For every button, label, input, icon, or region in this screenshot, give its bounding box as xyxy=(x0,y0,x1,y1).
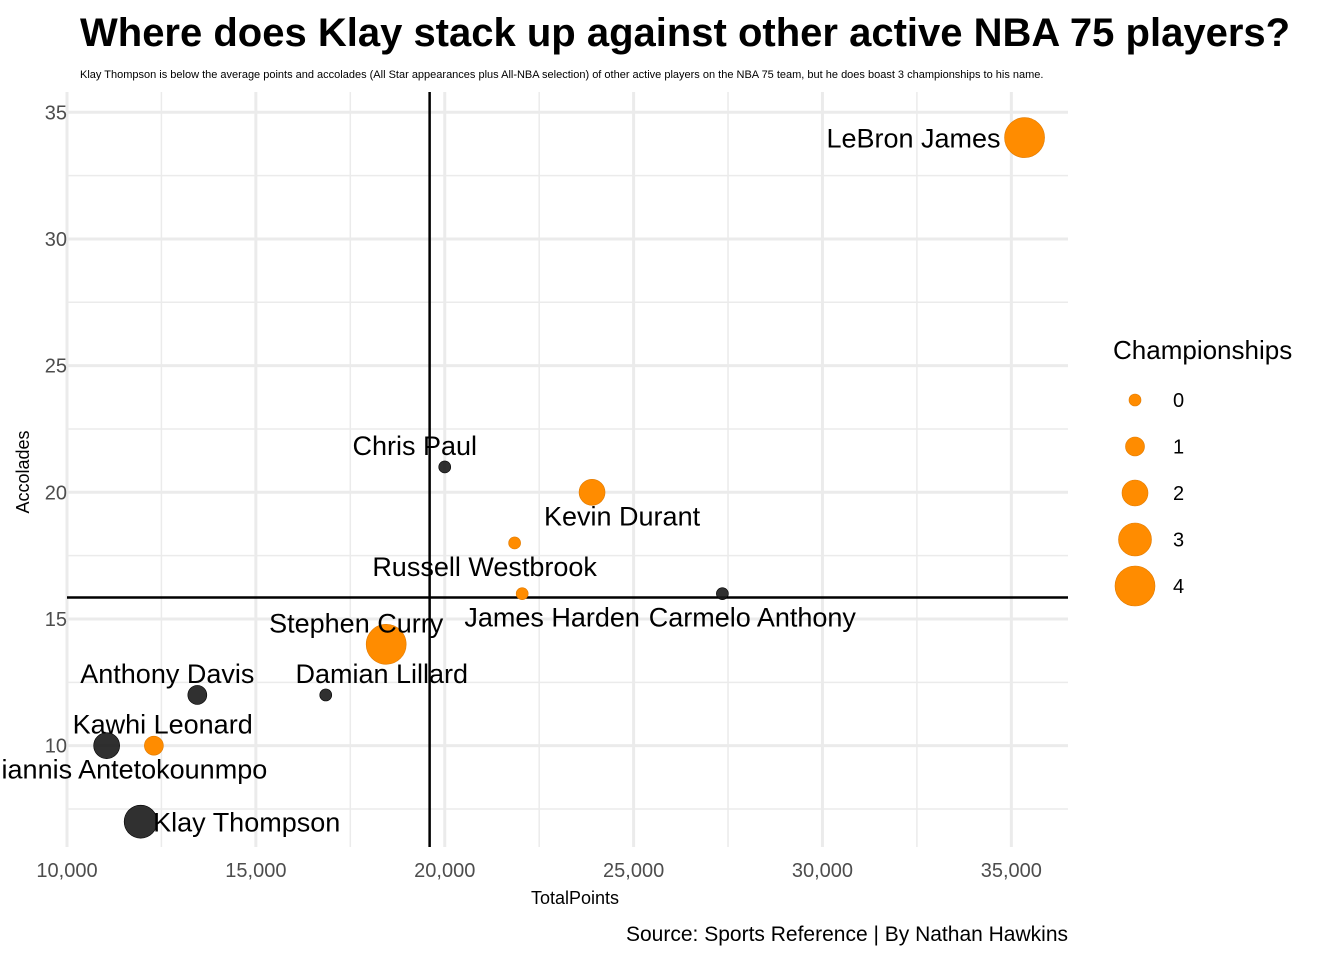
point-label: Kevin Durant xyxy=(544,501,701,531)
point-label: Russell Westbrook xyxy=(372,552,597,582)
x-axis-title: TotalPoints xyxy=(531,888,619,908)
point-label: Kawhi Leonard xyxy=(73,710,253,740)
data-point xyxy=(144,735,164,756)
legend-key xyxy=(1114,565,1156,607)
point-label: Anthony Davis xyxy=(80,659,254,689)
x-tick-label: 10,000 xyxy=(36,860,97,882)
x-tick-label: 30,000 xyxy=(792,860,853,882)
y-tick-label: 15 xyxy=(45,609,67,631)
x-tick-label: 15,000 xyxy=(225,860,286,882)
data-point xyxy=(319,688,333,702)
legend-title: Championships xyxy=(1113,335,1292,365)
data-point xyxy=(515,587,529,600)
data-point xyxy=(1004,117,1045,158)
data-point xyxy=(123,804,158,839)
data-point xyxy=(508,536,521,550)
y-axis-title: Accolades xyxy=(13,430,33,513)
x-tick-label: 25,000 xyxy=(603,860,664,882)
data-point xyxy=(578,479,606,506)
legend-label: 2 xyxy=(1173,483,1184,505)
y-tick-label: 35 xyxy=(45,102,67,124)
point-label: James Harden xyxy=(464,603,640,633)
y-tick-label: 20 xyxy=(45,482,67,504)
y-axis-ticks: 10 15 20 25 30 35 xyxy=(45,102,67,757)
chart-title: Where does Klay stack up against other a… xyxy=(80,11,1290,55)
chart-subtitle: Klay Thompson is below the average point… xyxy=(80,69,1043,81)
point-labels: LeBron James Chris Paul Kevin Durant Russel… xyxy=(0,124,1001,838)
y-tick-label: 25 xyxy=(45,356,67,378)
point-label: Chris Paul xyxy=(352,431,477,461)
data-points xyxy=(93,117,1045,839)
data-point xyxy=(438,460,452,474)
legend-key xyxy=(1128,393,1142,407)
point-label: Damian Lillard xyxy=(295,659,468,689)
legend-label: 0 xyxy=(1173,390,1184,412)
legend-label: 3 xyxy=(1173,530,1184,552)
data-point xyxy=(716,587,729,600)
legend-key xyxy=(1121,479,1149,507)
point-label: Stephen Curry xyxy=(269,608,444,638)
x-tick-label: 20,000 xyxy=(414,860,475,882)
chart-caption: Source: Sports Reference | By Nathan Haw… xyxy=(626,923,1068,946)
y-tick-label: 10 xyxy=(45,736,67,758)
legend: Championships 0 1 2 3 4 xyxy=(1113,335,1292,607)
x-axis-ticks: 10,000 15,000 20,000 25,000 30,000 35,000 xyxy=(36,860,1042,882)
point-label: Carmelo Anthony xyxy=(649,603,857,633)
legend-label: 1 xyxy=(1173,437,1184,459)
y-tick-label: 30 xyxy=(45,229,67,251)
data-point xyxy=(365,624,407,665)
point-label: Giannis Antetokounmpo xyxy=(0,755,267,785)
point-label: Klay Thompson xyxy=(153,808,340,838)
data-point xyxy=(187,685,208,705)
mean-reference-lines xyxy=(67,92,1068,847)
data-point xyxy=(93,732,120,759)
point-label: LeBron James xyxy=(826,124,1000,154)
legend-key xyxy=(1118,522,1152,557)
x-tick-label: 35,000 xyxy=(981,860,1042,882)
legend-key xyxy=(1125,436,1145,457)
legend-label: 4 xyxy=(1173,576,1184,598)
